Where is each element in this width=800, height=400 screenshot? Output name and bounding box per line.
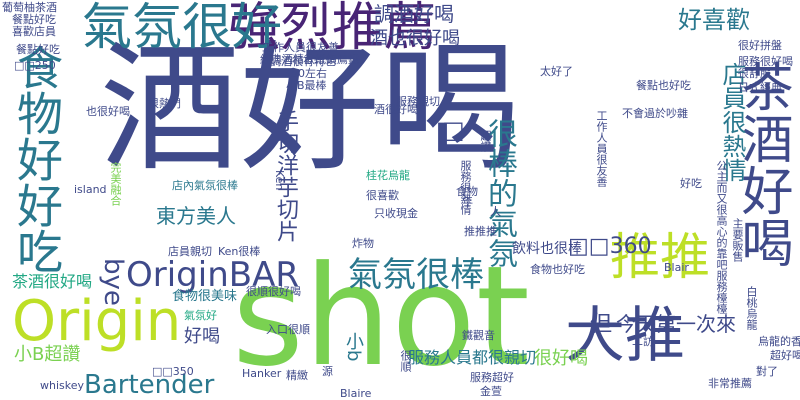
word-cloud-word: 很棒的氣氛 [482,118,517,268]
word-cloud-word: 酒很好喝 [374,103,418,116]
word-cloud-word: 精緻 [286,369,308,382]
word-cloud-word: island [74,183,107,196]
word-cloud-word: Blaire [340,387,372,400]
word-cloud-word: 但 [590,312,613,337]
word-cloud-word: 服務超好 [470,371,514,384]
word-cloud-word: 氣氛很棒 [348,255,484,295]
word-cloud-word: 酒好喝 [100,28,521,191]
word-cloud-word: 食物 [456,185,478,198]
word-cloud-word: 東方美人 [156,204,236,228]
word-cloud-word: 調酒好喝 [374,2,454,26]
word-cloud-word: 人 [490,205,501,218]
word-cloud-word: 金萱 [480,385,502,398]
word-cloud-word: bye [98,258,128,306]
word-cloud-word: 服務很好喝 [738,55,793,68]
word-cloud-word: 小B最棒 [286,79,327,92]
word-cloud-word: 推推推 [464,225,497,238]
word-cloud-word: 源 [322,365,333,378]
word-cloud-word: 服務很熱情 [459,160,472,215]
word-cloud-word: 二訪 [632,335,654,348]
word-cloud-word: 桂花烏龍 [366,169,410,182]
word-cloud-word: 小b [343,332,364,362]
word-cloud-word: 氣氛好 [184,309,217,322]
word-cloud-word: 手切洋芋切片 [273,110,298,242]
word-cloud-word: 今天第一次來 [616,312,736,336]
word-cloud-word: 飲料也很棒 [512,241,582,257]
word-cloud-word: 烏龍的香味 [758,335,800,348]
word-cloud-word: 氣氛很好 [82,0,282,56]
word-cloud-word: 年 [462,195,473,208]
word-cloud-word: 酒也很好喝 [370,28,460,49]
word-cloud-word: shot [232,236,530,397]
word-cloud-word: 服務親切 [396,95,440,108]
word-cloud-word: 好喜歡 [678,6,750,34]
word-cloud-word: 餐點好吃 [12,13,56,26]
word-cloud-word: 推推 [610,228,710,286]
word-cloud-word: 茶酒好喝 [732,60,792,268]
word-cloud-word: 完美融合 [109,162,122,206]
word-cloud-word: 很喜歡 [366,189,399,202]
word-cloud-word: 太好了 [540,65,573,78]
word-cloud-word: Blair [664,261,689,274]
word-cloud-word: 對了 [756,365,778,378]
word-cloud-word: 店員很熱情 [718,62,746,182]
word-cloud-word: 葡萄柚茶酒 [2,1,57,14]
word-cloud-word: 超讚 [479,130,492,152]
word-cloud-word: 餐點好吃 [16,43,60,56]
word-cloud-word: 喜歡店員 [12,25,56,38]
word-cloud-word: 公主而又很高心的靠吧服務檯檯 [715,160,728,314]
word-cloud-word: 經典酒精飲紙鑽薦鐵 [260,53,359,66]
word-cloud-word: □□360 [568,234,652,259]
word-cloud-word: whiskey [40,379,85,392]
word-cloud-word: 非常推薦 [708,377,752,390]
word-cloud-word: 食物很美味 [172,289,238,304]
word-cloud-word: Ken [273,170,286,191]
word-cloud-word: 只收現金 [374,207,418,220]
word-cloud-word: □ [442,116,465,144]
word-cloud-word: 很好拼盤 [738,39,782,52]
word-cloud-word: 日式經典 [738,81,782,94]
word-cloud-word: 工作人員很友善 [262,41,339,54]
word-cloud-word: 350左右 [284,67,327,80]
word-cloud-word: 強烈推薦 [228,0,437,58]
word-cloud-word: 超好喝 [770,349,800,362]
word-cloud-word: 炸物 [352,237,374,250]
word-cloud-word: 食物也好吃 [530,263,585,276]
word-cloud-word: 好吃 [680,177,702,190]
word-cloud-word: 店內氣氛很棒 [172,179,238,192]
word-cloud-word: 茶酒很好喝 [12,272,93,291]
word-cloud-word: 小B超讚 [14,344,81,365]
word-cloud-word: Bartender [84,370,215,400]
word-cloud-word: 鐵觀音 [462,329,495,342]
word-cloud-word: 調酒很有特色 [270,55,336,68]
word-cloud-word: OriginBAR [126,255,299,295]
word-cloud-word: 工作人員很友善 [595,110,608,187]
word-cloud-word: □□350 [152,365,194,378]
word-cloud-word: Ken很棒 [218,245,261,258]
word-cloud-word: 大推 [565,301,685,371]
word-cloud-word: 很熱門 [148,97,181,110]
word-cloud-word: 店員親切 [168,245,212,258]
word-cloud-word: 很好喝 [534,348,588,369]
word-cloud-word: □□250 [14,59,56,72]
word-cloud-word: 入口很順 [266,323,310,336]
word-cloud-word: 白桃烏龍 [745,286,758,330]
word-cloud-word: 餐點也好吃 [636,79,691,92]
word-cloud-word: Hanker [242,367,282,380]
word-cloud-word: 好喝 [184,326,220,347]
word-cloud-word: 服務人員都很親切 [408,348,537,367]
word-cloud-word: 食物好好吃 [10,44,64,274]
word-cloud-word: 也很好喝 [86,105,130,118]
word-cloud-word: 很舒服 [738,67,771,80]
word-cloud-word: 不會過於吵雜 [622,107,688,120]
word-cloud-word: 很順很好喝 [246,285,301,298]
word-cloud-word: 主要販售 [731,218,744,262]
word-cloud-word: Origin [12,289,182,354]
word-cloud-word: 很順 [399,350,412,372]
